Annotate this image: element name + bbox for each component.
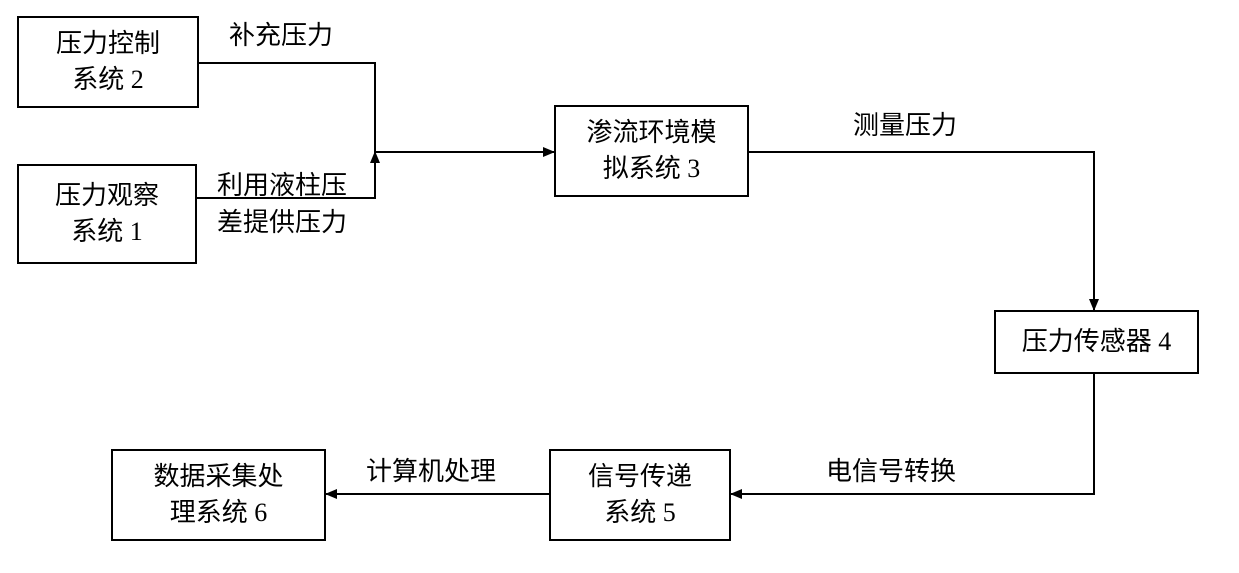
edge-n3-n4 — [749, 152, 1094, 310]
edge-n2-n3 — [199, 63, 554, 152]
node-n2: 压力控制系统 2 — [17, 16, 199, 108]
node-n6: 数据采集处理系统 6 — [111, 449, 326, 541]
edge-label-n2-n3: 补充压力 — [229, 15, 333, 52]
node-n1: 压力观察系统 1 — [17, 164, 197, 264]
edge-label-n4-n5: 电信号转换 — [826, 451, 956, 488]
node-n5: 信号传递系统 5 — [549, 449, 731, 541]
edge-label-n1-n3: 利用液柱压差提供压力 — [217, 165, 347, 239]
edge-label-n3-n4: 测量压力 — [853, 105, 957, 142]
node-n3: 渗流环境模拟系统 3 — [554, 105, 749, 197]
edge-label-n5-n6: 计算机处理 — [366, 451, 496, 488]
node-n4: 压力传感器 4 — [994, 310, 1199, 374]
